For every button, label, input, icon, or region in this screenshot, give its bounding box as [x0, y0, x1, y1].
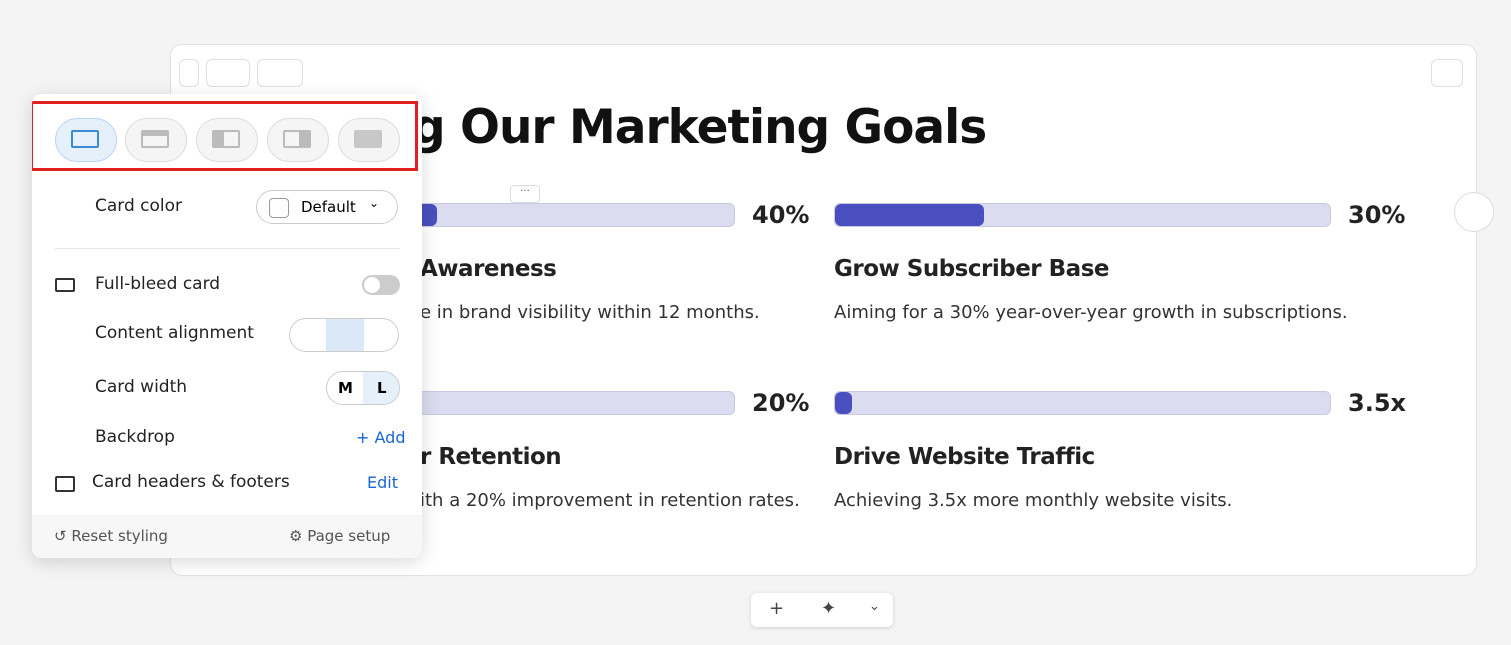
- goal-heading: r Retention: [420, 444, 562, 470]
- label: Card color: [95, 196, 183, 216]
- menu-button[interactable]: [179, 59, 199, 87]
- label: Backdrop: [95, 427, 175, 447]
- comment-button[interactable]: [1454, 192, 1494, 232]
- layout-button[interactable]: [338, 118, 400, 162]
- add-button[interactable]: +: [769, 598, 785, 619]
- label: Full-bleed card: [95, 274, 221, 294]
- label: Reset styling: [71, 527, 168, 545]
- color-select[interactable]: Default ⌄: [256, 190, 398, 224]
- reset-button[interactable]: ↺ Reset styling: [54, 527, 168, 545]
- edit-link[interactable]: Edit: [367, 473, 398, 492]
- progress-fill: [835, 204, 984, 226]
- ai-button[interactable]: ✦: [821, 598, 837, 619]
- more-button[interactable]: ⌄: [869, 599, 880, 614]
- label: Page setup: [307, 527, 391, 545]
- theme-button[interactable]: [206, 59, 250, 87]
- progress-label: 3.5x: [1348, 389, 1406, 417]
- progress-track: [834, 203, 1331, 227]
- goal-heading: Drive Website Traffic: [834, 444, 1095, 470]
- progress-label: 20%: [752, 389, 810, 417]
- setup-button[interactable]: ⚙ Page setup: [289, 527, 391, 545]
- layout-button[interactable]: [267, 118, 329, 162]
- add-link[interactable]: + Add: [356, 428, 406, 447]
- goal-description: ith a 20% improvement in retention rates…: [420, 490, 800, 511]
- panel-footer: ↺ Reset styling ⚙ Page setup: [32, 515, 422, 558]
- progress-label: 30%: [1348, 201, 1406, 229]
- label: Card headers & footers: [92, 472, 290, 492]
- progress-label: 40%: [752, 201, 810, 229]
- goal-heading: Awareness: [420, 256, 557, 282]
- width-group: M L: [326, 371, 400, 405]
- layout-button[interactable]: [196, 118, 258, 162]
- layout-button[interactable]: [125, 118, 187, 162]
- goal-description: e in brand visibility within 12 months.: [420, 302, 760, 323]
- title: g Our Marketing Goals: [412, 100, 987, 155]
- toggle[interactable]: [362, 275, 400, 295]
- goal-heading: Grow Subscriber Base: [834, 256, 1109, 282]
- option[interactable]: L: [377, 379, 387, 397]
- label: Card width: [95, 377, 188, 397]
- highlight-box: [32, 101, 418, 171]
- notes-button[interactable]: [1431, 59, 1463, 87]
- goal-description: Achieving 3.5x more monthly website visi…: [834, 490, 1233, 511]
- progress-fill: [835, 392, 853, 414]
- ai-button[interactable]: [257, 59, 303, 87]
- progress-track: [834, 391, 1331, 415]
- option[interactable]: M: [338, 379, 353, 397]
- label: Content alignment: [95, 323, 254, 343]
- style-panel: Card color Default ⌄ Full-bleed card Con…: [32, 94, 422, 558]
- goal-description: Aiming for a 30% year-over-year growth i…: [834, 302, 1348, 323]
- alignment-group[interactable]: [289, 318, 399, 352]
- layout-button[interactable]: [55, 118, 117, 162]
- divider: [55, 248, 400, 249]
- drag-handle[interactable]: ···: [510, 185, 540, 203]
- icon: [55, 476, 75, 492]
- value: Default: [301, 198, 356, 216]
- bottom-toolbar: + ✦ ⌄: [751, 593, 893, 627]
- icon: [55, 278, 75, 292]
